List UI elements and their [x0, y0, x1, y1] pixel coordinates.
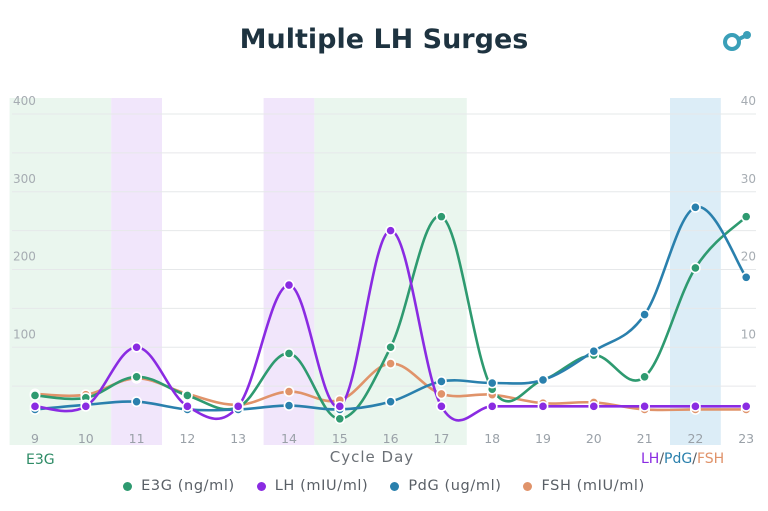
lh-point — [131, 341, 142, 353]
legend-dot — [523, 481, 533, 491]
e3g-line — [34, 215, 748, 421]
x-tick-label: 11 — [129, 431, 145, 446]
legend-dot — [390, 481, 400, 491]
x-tick-label: 14 — [281, 431, 297, 446]
x-tick-label: 17 — [433, 431, 449, 446]
x-axis-label: Cycle Day — [329, 448, 415, 466]
pdg-point — [131, 396, 142, 408]
x-tick-label: 15 — [332, 431, 348, 446]
legend-item: LH (mIU/ml) — [256, 478, 369, 494]
pdg-point — [740, 271, 752, 283]
lh-point — [639, 400, 650, 412]
x-tick-label: 18 — [484, 431, 500, 446]
legend-item: FSH (mIU/ml) — [523, 478, 644, 494]
pdg-point — [385, 396, 396, 408]
e3g-point — [29, 390, 41, 401]
pdg-line — [34, 205, 748, 412]
e3g-point — [639, 371, 650, 383]
e3g-point — [690, 262, 701, 274]
legend-label: LH (mIU/ml) — [274, 478, 369, 494]
lh-point — [486, 400, 498, 412]
pdg-point — [588, 345, 600, 357]
x-tick-label: 12 — [179, 431, 195, 446]
lh-point — [181, 400, 193, 412]
e3g-point — [385, 341, 396, 353]
right-axis-name-part: / — [659, 451, 665, 467]
e3g-point — [740, 211, 752, 223]
x-tick-label: 21 — [637, 431, 653, 446]
highlight-band-0 — [9, 98, 112, 445]
brand-logo — [723, 31, 751, 51]
e3g-point — [131, 371, 142, 383]
highlight-band-1 — [111, 98, 162, 445]
right-axis-name-part: PdG — [664, 451, 693, 467]
pdg-point — [486, 377, 498, 389]
x-tick-label: 23 — [738, 431, 754, 446]
lh-point — [690, 400, 701, 412]
x-tick-label: 22 — [687, 431, 703, 446]
fsh-point — [385, 358, 396, 369]
legend-label: E3G (ng/ml) — [141, 478, 235, 494]
chart-title: Multiple LH Surges — [239, 24, 529, 55]
left-tick-label: 300 — [13, 172, 36, 186]
e3g-point — [283, 348, 295, 359]
x-tick-label: 13 — [230, 431, 246, 446]
right-tick-label: 40 — [741, 94, 756, 108]
fsh-point — [435, 388, 447, 400]
right-tick-label: 10 — [741, 327, 756, 341]
e3g-point — [435, 211, 447, 223]
lh-point — [588, 400, 600, 412]
lh-point — [80, 400, 92, 412]
x-tick-label: 19 — [535, 431, 551, 446]
legend-item: PdG (ug/ml) — [390, 478, 501, 494]
pdg-point — [639, 309, 650, 320]
pdg-point — [435, 376, 447, 387]
left-tick-label: 200 — [13, 250, 36, 264]
lh-point — [740, 400, 752, 412]
lh-point — [283, 279, 295, 291]
lh-point — [334, 400, 346, 412]
right-axis-name-part: FSH — [696, 451, 725, 467]
legend-dot — [123, 481, 133, 491]
e3g-point — [181, 390, 193, 401]
legend-dot — [256, 481, 266, 491]
pdg-point — [690, 201, 701, 213]
x-tick-label: 16 — [383, 431, 399, 446]
fsh-point — [283, 386, 295, 397]
lh-point — [435, 400, 447, 412]
lh-point — [29, 400, 41, 412]
lh-point — [232, 400, 244, 412]
right-tick-label: 20 — [741, 250, 756, 264]
x-tick-label: 10 — [78, 431, 94, 446]
x-tick-label: 9 — [31, 431, 39, 446]
right-axis-name-part: / — [692, 451, 697, 467]
pdg-point — [283, 400, 295, 411]
right-axis-name: LH/PdG/FSH — [641, 451, 724, 467]
left-tick-label: 400 — [13, 94, 36, 108]
x-tick-label: 20 — [586, 431, 602, 446]
legend-item: E3G (ng/ml) — [123, 478, 235, 494]
left-tick-label: 100 — [13, 327, 36, 341]
right-tick-label: 30 — [741, 172, 756, 186]
highlight-band-3 — [314, 98, 467, 445]
legend-label: FSH (mIU/ml) — [541, 478, 645, 494]
legend: E3G (ng/ml) LH (mIU/ml) PdG (ug/ml) FSH (mI… — [0, 478, 768, 494]
e3g-point — [334, 413, 346, 425]
lh-point — [537, 400, 549, 412]
lh-point — [385, 225, 396, 237]
pdg-point — [537, 374, 549, 386]
legend-label: PdG (ug/ml) — [408, 478, 502, 494]
left-axis-name: E3G — [26, 452, 55, 468]
right-axis-name-part: LH — [641, 451, 660, 467]
